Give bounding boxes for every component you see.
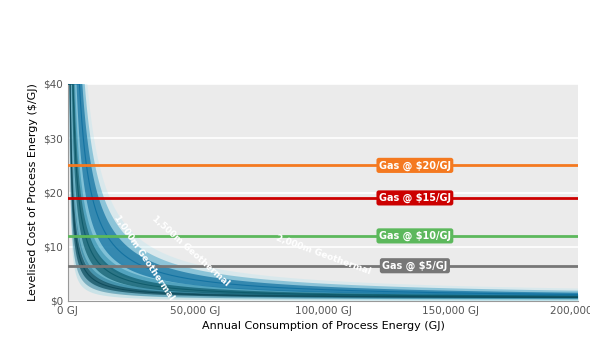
Text: Gas @ $10/GJ: Gas @ $10/GJ — [379, 231, 451, 241]
Text: 1,500m Geothermal: 1,500m Geothermal — [150, 214, 231, 288]
Text: Gas @ $15/GJ: Gas @ $15/GJ — [379, 193, 451, 203]
Text: Gas @ $20/GJ: Gas @ $20/GJ — [379, 160, 451, 170]
Text: Dividing annualised cost by annual energy consumption to compare the: Dividing annualised cost by annual energ… — [9, 16, 474, 26]
Text: 2,000m Geothermal: 2,000m Geothermal — [274, 233, 372, 276]
Y-axis label: Levelised Cost of Process Energy ($/GJ): Levelised Cost of Process Energy ($/GJ) — [28, 84, 38, 301]
Text: 1,000m Geothermal: 1,000m Geothermal — [113, 214, 176, 302]
Text: levelised cost of process energy from new geothermal system and existing gas: levelised cost of process energy from ne… — [9, 45, 520, 55]
Text: Gas @ $5/GJ: Gas @ $5/GJ — [382, 261, 447, 271]
X-axis label: Annual Consumption of Process Energy (GJ): Annual Consumption of Process Energy (GJ… — [202, 321, 444, 331]
